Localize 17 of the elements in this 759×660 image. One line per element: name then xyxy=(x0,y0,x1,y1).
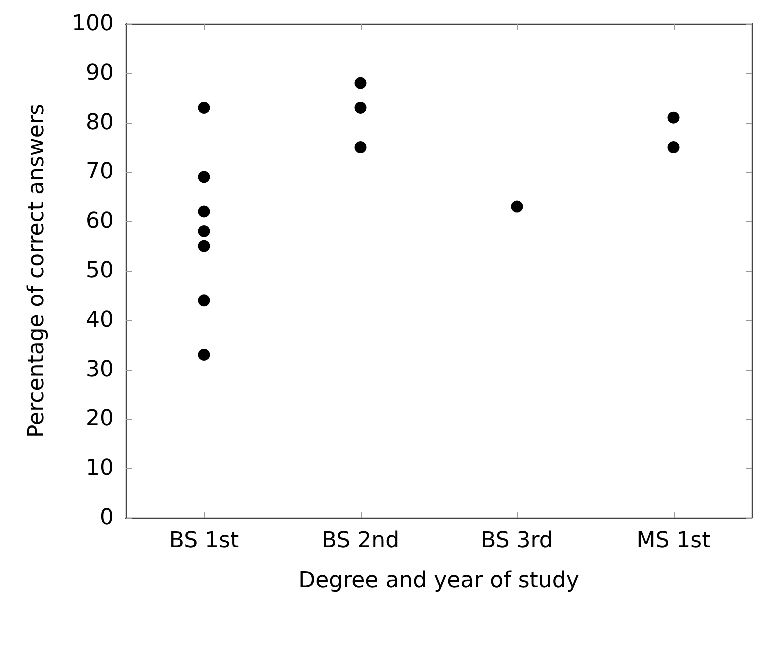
y-tick-label: 90 xyxy=(86,60,114,86)
y-tick-label: 70 xyxy=(86,160,114,185)
x-tick-label: BS 1st xyxy=(169,528,240,554)
x-tick-label: BS 3rd xyxy=(481,528,554,554)
y-tick-label: 60 xyxy=(86,209,114,234)
y-tick-label: 20 xyxy=(86,406,114,432)
x-tick-label: MS 1st xyxy=(636,528,712,554)
y-axis-title: Percentage of correct answers xyxy=(24,104,50,438)
x-axis-title: Degree and year of study xyxy=(298,568,580,594)
y-tick-label: 40 xyxy=(86,308,114,333)
y-tick-label: 30 xyxy=(86,357,114,382)
x-tick-label: BS 2nd xyxy=(322,528,400,554)
y-tick-label: 50 xyxy=(86,258,114,284)
y-tick-label: 80 xyxy=(86,110,114,136)
y-tick-label: 10 xyxy=(86,456,114,482)
y-tick-label: 0 xyxy=(100,506,114,530)
y-tick-label: 100 xyxy=(72,12,114,36)
